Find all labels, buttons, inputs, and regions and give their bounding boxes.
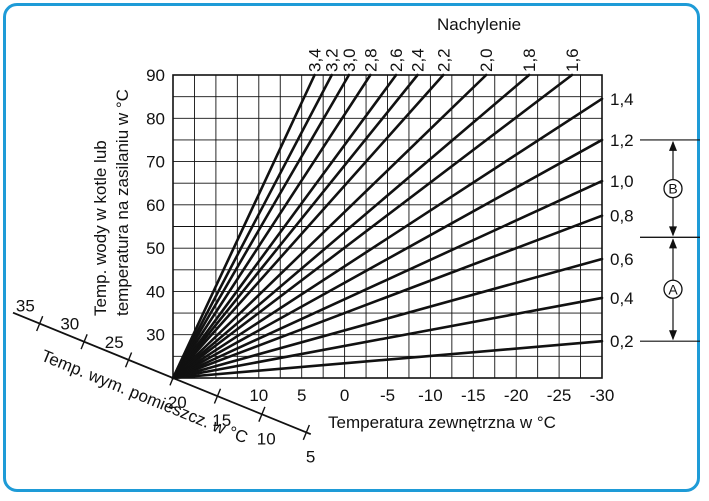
curve-line (171, 97, 604, 380)
x-tick-label: 0 (340, 386, 349, 405)
y-tick-label: 60 (146, 196, 165, 215)
slope-label: 2,8 (361, 48, 380, 72)
slope-ranges: BA (640, 139, 700, 342)
y-tick-label: 70 (146, 153, 165, 172)
y-tick-label: 50 (146, 239, 165, 258)
room-tick-label: 5 (306, 447, 315, 466)
range-badge (663, 279, 683, 299)
slope-label: 1,8 (520, 48, 539, 72)
slope-label: 0,6 (610, 250, 634, 269)
slope-label: 2,2 (434, 48, 453, 72)
range-arrow-down (669, 330, 677, 341)
range-label: A (668, 281, 678, 297)
room-tick (169, 370, 177, 386)
room-tick-label: 20 (168, 393, 187, 412)
y-axis-label-line1: Temp. wody w kotle lub (91, 140, 110, 316)
slope-label: 3,4 (306, 48, 325, 72)
slope-label: 2,4 (409, 48, 428, 72)
y-tick-label: 40 (146, 282, 165, 301)
room-tick (302, 424, 310, 441)
range-label: B (668, 181, 677, 197)
slope-label: 2,6 (387, 48, 406, 72)
y-axis-label-line2: temperatura na zasilaniu w °C (113, 89, 132, 316)
room-tick (36, 315, 44, 332)
x-tick-label: -30 (590, 386, 615, 405)
room-temp-axis: 35 30 25 20 15 10 5 (12, 297, 315, 466)
curve-line (171, 214, 604, 380)
slope-label: 1,6 (563, 48, 582, 72)
x-tick-label: -15 (461, 386, 486, 405)
legend-title: Nachylenie (437, 15, 521, 34)
slope-label: 3,2 (323, 48, 342, 72)
slope-label: 0,4 (610, 289, 634, 308)
curve-line (171, 138, 604, 380)
y-tick-label: 90 (146, 66, 165, 85)
x-tick-label: 5 (297, 386, 306, 405)
curve-line (171, 73, 372, 380)
room-tick (80, 334, 88, 350)
x-axis-label: Temperatura zewnętrzna w °C (328, 413, 556, 432)
slope-label: 3,0 (340, 48, 359, 72)
x-axis-ticks: 10 5 0 -5 -10 -15 -20 -25 -30 (249, 386, 614, 405)
room-tick (124, 352, 133, 368)
x-tick-label: -10 (418, 386, 443, 405)
slope-label: 1,4 (610, 90, 634, 109)
curve-line (171, 179, 604, 380)
range-arrow-up (669, 238, 677, 249)
x-tick-label: -20 (504, 386, 529, 405)
curve-line (171, 257, 604, 380)
slope-label: 1,0 (610, 172, 634, 191)
x-tick-label: -25 (547, 386, 572, 405)
range-arrow-up (669, 140, 677, 151)
slope-label: 1,2 (610, 131, 634, 150)
slope-labels: 0,2 0,4 0,6 0,8 1,0 1,2 1,4 1,6 1,8 2,0 2,2 2,42,6 2… (306, 48, 634, 351)
slope-label: 2,0 (477, 48, 496, 72)
chart-frame (3, 3, 700, 492)
room-tick-label: 25 (105, 333, 124, 352)
range-badge (663, 178, 683, 199)
slope-label: 0,2 (610, 332, 634, 351)
curve-line (171, 73, 574, 380)
curve-line (171, 73, 334, 380)
curve-line (171, 73, 488, 380)
curve-line (171, 73, 316, 380)
room-axis-line (12, 311, 312, 436)
heating-curves (171, 73, 604, 380)
curve-line (171, 73, 531, 380)
room-tick (258, 406, 266, 422)
room-tick-label: 30 (60, 315, 79, 334)
curve-line (171, 73, 398, 380)
y-axis-ticks: 30 40 50 60 70 80 90 (146, 66, 165, 345)
slope-label: 0,8 (610, 207, 634, 226)
y-tick-label: 80 (146, 109, 165, 128)
range-arrow-down (669, 226, 677, 237)
curve-line (171, 73, 445, 380)
y-tick-label: 30 (146, 326, 165, 345)
room-tick-label: 35 (16, 297, 35, 316)
room-tick (213, 388, 222, 404)
curve-line (171, 339, 604, 380)
curve-line (171, 296, 604, 380)
curve-line (171, 73, 419, 380)
chart-grid (172, 74, 603, 379)
x-tick-label: 10 (249, 386, 268, 405)
x-tick-label: -5 (380, 386, 395, 405)
room-tick-label: 15 (212, 411, 231, 430)
curve-line (171, 73, 351, 380)
room-tick-label: 10 (257, 429, 276, 448)
